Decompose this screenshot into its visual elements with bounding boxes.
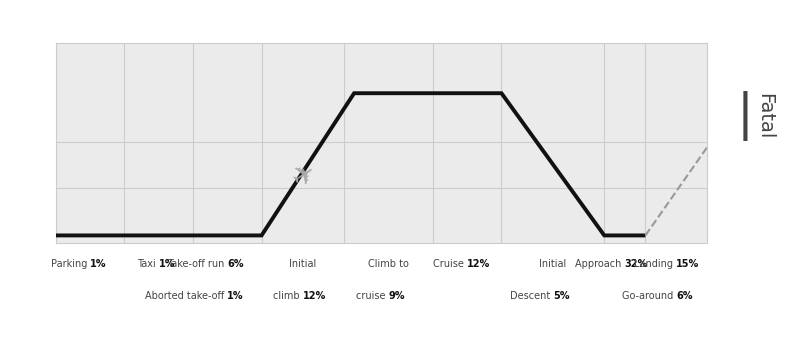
Text: Fatal: Fatal: [755, 93, 774, 139]
Text: Climb to: Climb to: [368, 259, 409, 269]
Text: 1%: 1%: [90, 259, 107, 269]
Text: 12%: 12%: [303, 291, 326, 302]
Text: cruise: cruise: [356, 291, 388, 302]
Text: 1%: 1%: [159, 259, 175, 269]
Text: 6%: 6%: [676, 291, 693, 302]
Text: Approach: Approach: [575, 259, 625, 269]
Text: 5%: 5%: [553, 291, 570, 302]
Text: 15%: 15%: [676, 259, 699, 269]
Text: 9%: 9%: [388, 291, 405, 302]
Text: 1%: 1%: [227, 291, 244, 302]
Text: Go-around: Go-around: [622, 291, 676, 302]
Text: Descent: Descent: [510, 291, 553, 302]
Text: Landing: Landing: [634, 259, 676, 269]
Text: Initial: Initial: [539, 259, 566, 269]
Text: Taxi: Taxi: [137, 259, 159, 269]
Text: Cruise: Cruise: [433, 259, 467, 269]
Text: Parking: Parking: [50, 259, 90, 269]
Text: 32%: 32%: [625, 259, 648, 269]
Text: Take-off run: Take-off run: [167, 259, 227, 269]
Text: 12%: 12%: [467, 259, 491, 269]
Text: |: |: [737, 91, 754, 141]
Text: Aborted take-off: Aborted take-off: [145, 291, 227, 302]
Text: 6%: 6%: [227, 259, 244, 269]
Text: climb: climb: [273, 291, 303, 302]
Text: Initial: Initial: [289, 259, 316, 269]
Text: ✈: ✈: [287, 157, 321, 194]
